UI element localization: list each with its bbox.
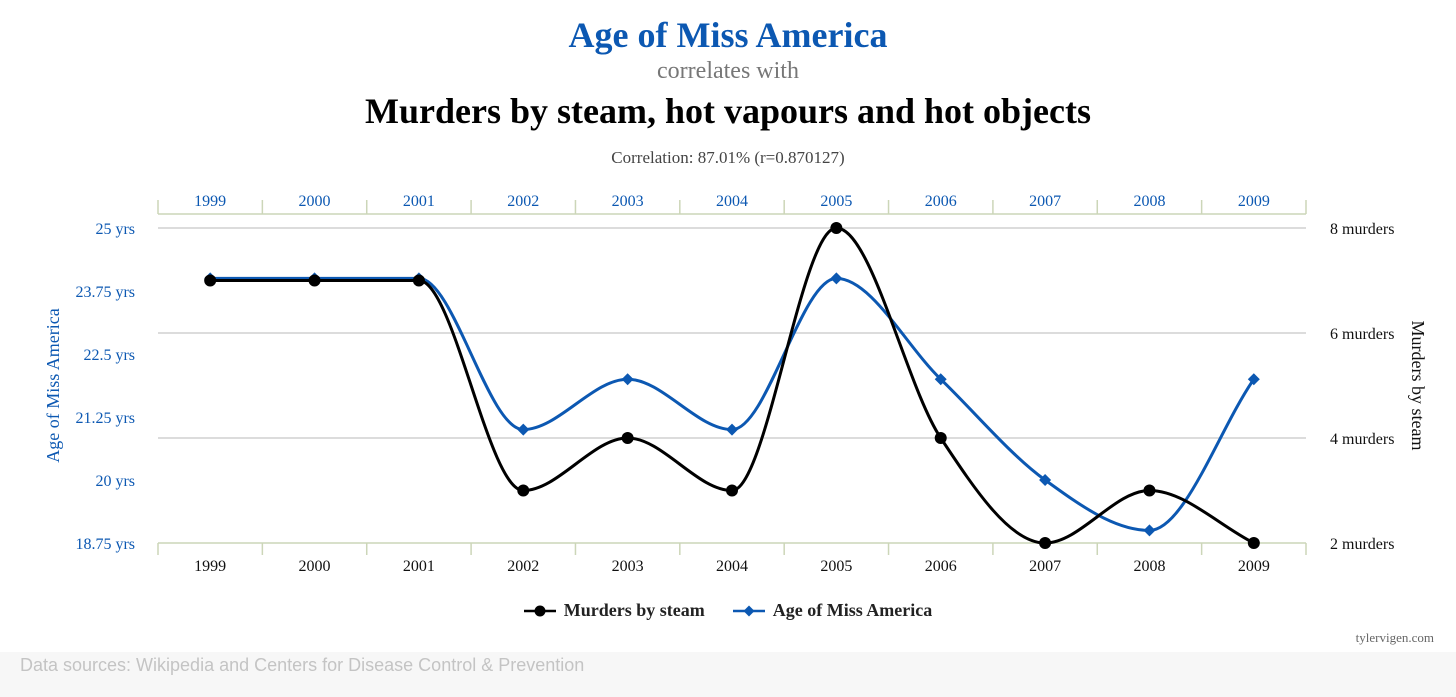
y-left-tick-label: 22.5 yrs <box>83 347 135 364</box>
y-left-tick-label: 23.75 yrs <box>75 284 135 301</box>
legend-marker-age <box>732 605 765 616</box>
y-left-axis-title: Age of Miss America <box>43 308 63 462</box>
chart-title-primary: Age of Miss America <box>568 15 888 55</box>
data-point-murders <box>1039 537 1052 549</box>
data-point-age <box>726 423 738 436</box>
data-point-age <box>1143 524 1156 537</box>
x-tick-label-bottom: 2001 <box>403 558 435 575</box>
y-left-tick-label: 18.75 yrs <box>75 536 135 553</box>
data-point-murders <box>621 432 634 444</box>
x-tick-label-top: 2006 <box>925 193 957 210</box>
y-right-tick-label: 6 murders <box>1330 326 1394 343</box>
legend-marker-murders <box>523 605 556 616</box>
data-point-murders <box>934 432 947 444</box>
legend-item-age[interactable]: Age of Miss America <box>732 600 933 621</box>
y-left-tick-label: 21.25 yrs <box>75 410 135 427</box>
x-tick-label-bottom: 2002 <box>507 558 539 575</box>
legend-label-murders: Murders by steam <box>563 600 705 620</box>
data-point-murders <box>1247 537 1260 549</box>
x-tick-label-top: 2000 <box>299 193 331 210</box>
legend-item-murders[interactable]: Murders by steam <box>523 600 705 621</box>
y-right-axis-title: Murders by steam <box>1408 321 1428 451</box>
x-tick-label-bottom: 2008 <box>1133 558 1165 575</box>
data-point-murders <box>1143 484 1156 497</box>
x-tick-label-bottom: 2003 <box>612 558 644 575</box>
x-tick-label-top: 2004 <box>716 193 748 210</box>
y-left-tick-label: 20 yrs <box>95 473 135 490</box>
chart-card: Age of Miss America correlates with Murd… <box>0 15 1456 645</box>
x-tick-label-top: 2002 <box>507 193 539 210</box>
x-tick-label-bottom: 2005 <box>820 558 852 575</box>
data-point-age <box>1039 474 1052 486</box>
data-point-murders <box>726 484 738 497</box>
y-right-tick-label: 2 murders <box>1330 536 1394 553</box>
x-tick-label-top: 2008 <box>1133 193 1165 210</box>
x-tick-label-bottom: 2000 <box>299 558 331 575</box>
data-point-age <box>934 373 947 386</box>
chart-plot: 1999 1999 2000 2000 2001 2001 2002 2002 2003 2003… <box>43 193 1428 575</box>
x-tick-label-top: 2001 <box>403 193 435 210</box>
legend-label-age: Age of Miss America <box>772 600 933 620</box>
data-point-murders <box>204 274 217 287</box>
data-point-murders <box>517 484 530 497</box>
x-tick-label-top: 2009 <box>1238 193 1270 210</box>
chart-title-secondary: Murders by steam, hot vapours and hot ob… <box>364 91 1091 131</box>
x-tick-label-bottom: 2006 <box>925 558 957 575</box>
y-right-tick-label: 8 murders <box>1330 221 1394 238</box>
x-tick-label-top: 2003 <box>612 193 644 210</box>
y-right-tick-label: 4 murders <box>1330 431 1394 448</box>
x-tick-label-top: 2005 <box>820 193 852 210</box>
data-point-murders <box>830 222 843 234</box>
credit-link[interactable]: tylervigen.com <box>1355 630 1434 645</box>
data-point-murders <box>308 274 321 287</box>
chart-legend: Murders by steam Age of Miss America <box>0 600 1456 621</box>
data-point-age <box>621 373 634 386</box>
data-point-murders <box>412 274 425 287</box>
x-tick-label-bottom: 2004 <box>716 558 748 575</box>
x-tick-label-top: 2007 <box>1029 193 1061 210</box>
x-tick-label-top: 1999 <box>194 193 226 210</box>
chart-title-connector: correlates with <box>657 58 799 84</box>
data-point-age <box>830 272 843 285</box>
x-tick-label-bottom: 1999 <box>194 558 226 575</box>
x-tick-label-bottom: 2009 <box>1238 558 1270 575</box>
y-left-tick-label: 25 yrs <box>95 221 135 238</box>
data-point-age <box>1247 373 1260 386</box>
data-sources-caption: Data sources: Wikipedia and Centers for … <box>20 655 585 675</box>
correlation-text: Correlation: 87.01% (r=0.870127) <box>611 148 845 167</box>
data-point-age <box>517 423 530 436</box>
x-tick-label-bottom: 2007 <box>1029 558 1061 575</box>
